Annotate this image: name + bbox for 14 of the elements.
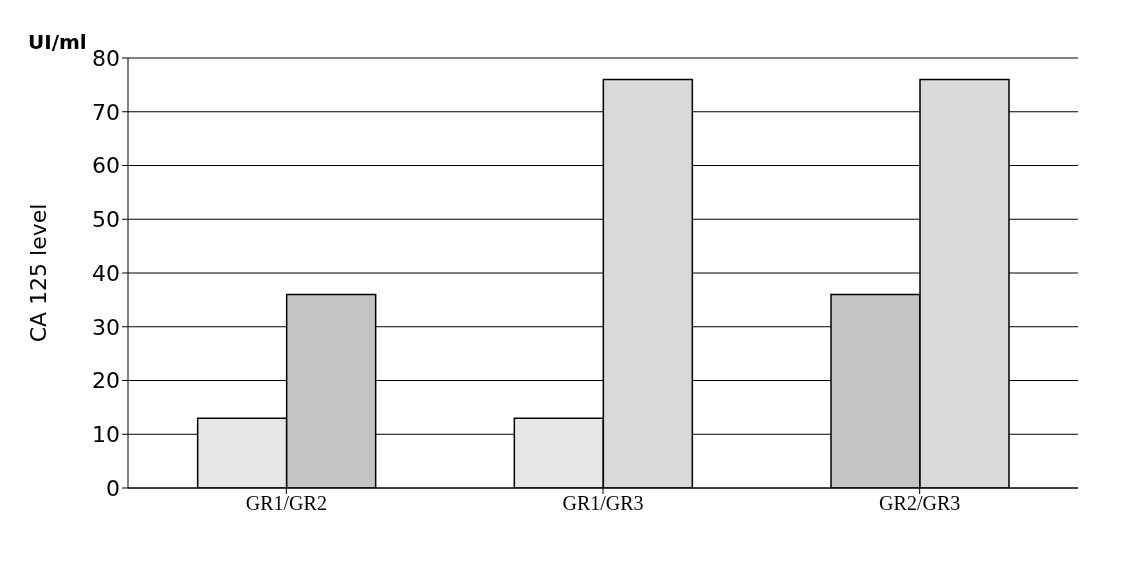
y-tick-label: 50 bbox=[92, 207, 120, 233]
y-tick-label: 60 bbox=[92, 153, 120, 179]
y-axis-title: CA 125 level bbox=[25, 203, 51, 343]
text: UI/ml bbox=[28, 30, 87, 54]
y-tick-label: 40 bbox=[92, 260, 120, 286]
y-tick-label: 10 bbox=[92, 422, 120, 448]
y-tick-label: 70 bbox=[92, 99, 120, 125]
y-tick-label: 30 bbox=[92, 314, 120, 340]
x-tick-label: GR2/GR3 bbox=[879, 492, 961, 515]
y-tick-label: 0 bbox=[106, 475, 120, 501]
y-tick-label: 80 bbox=[92, 45, 120, 71]
x-tick-label: GR1/GR3 bbox=[562, 492, 644, 515]
x-tick-label: GR1/GR2 bbox=[245, 492, 327, 515]
y-tick-label: 20 bbox=[92, 368, 120, 394]
